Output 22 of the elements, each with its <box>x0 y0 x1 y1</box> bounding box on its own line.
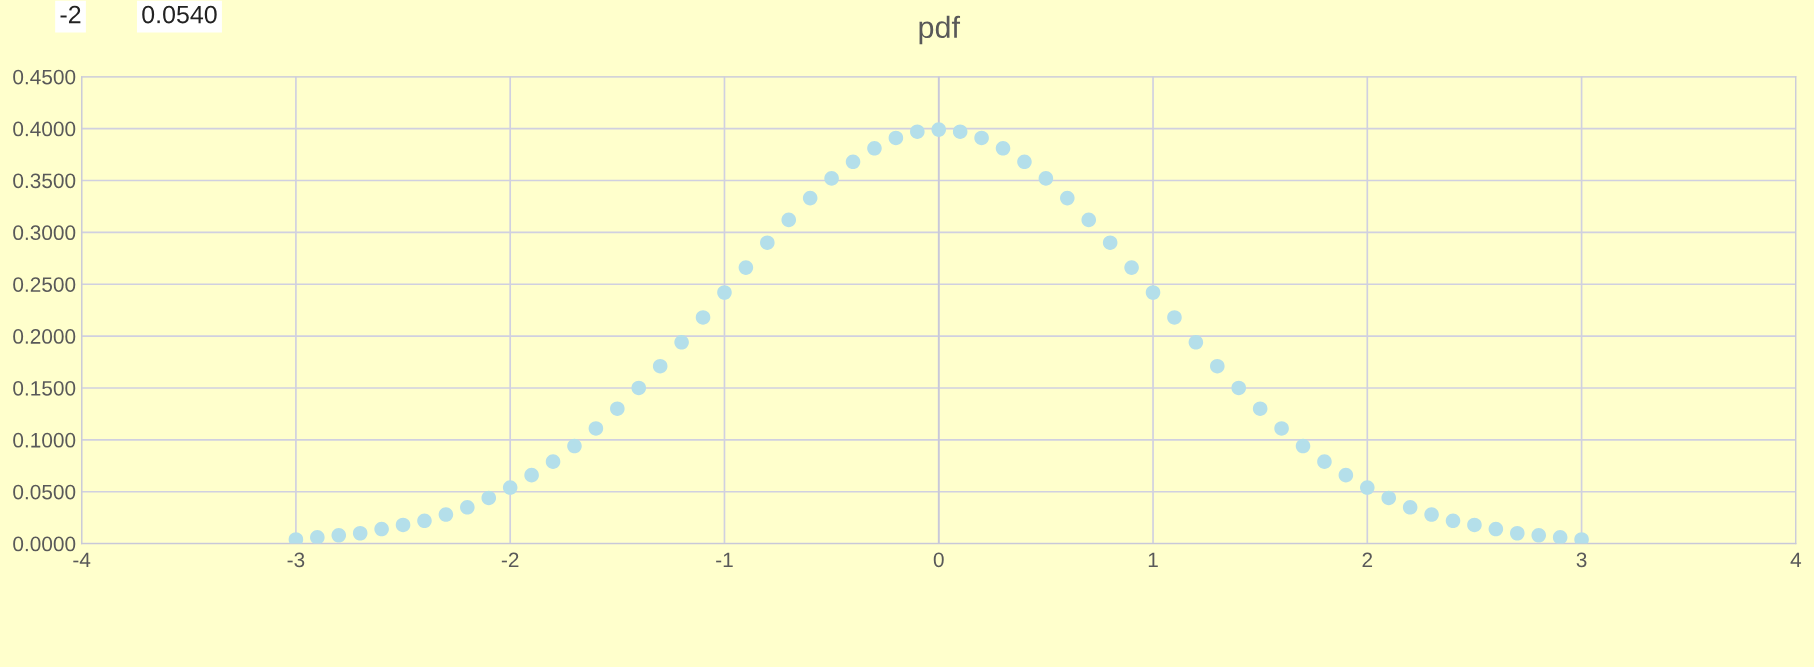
text: -2 <box>60 5 81 24</box>
text: 0.0540 <box>142 5 217 24</box>
y-tick-label: 0.2500 <box>13 277 76 292</box>
y-tick-label: 0.0500 <box>13 484 76 500</box>
y-tick-label: 0.4500 <box>13 69 76 85</box>
x-tick-label: -2 <box>501 552 519 568</box>
y-tick-label: 0.4000 <box>13 121 76 137</box>
x-tick-label: 3 <box>1576 552 1587 568</box>
y-tick-label: 0.3500 <box>13 173 76 189</box>
x-tick-label: -1 <box>716 552 733 568</box>
x-tick-label: 2 <box>1362 552 1373 568</box>
chart-title: pdf <box>919 15 961 45</box>
x-tick-label: -3 <box>287 552 305 568</box>
y-tick-label: 0.2000 <box>13 329 76 344</box>
y-tick-label: 0.1000 <box>13 432 76 448</box>
x-tick-label: 4 <box>1790 552 1802 568</box>
y-tick-label: 0.1500 <box>13 380 76 396</box>
x-tick-label: 1 <box>1148 552 1158 568</box>
x-tick-label: -4 <box>73 552 91 568</box>
y-tick-label: 0.0000 <box>13 536 76 552</box>
y-tick-label: 0.3000 <box>13 225 76 241</box>
x-tick-label: 0 <box>933 552 944 568</box>
